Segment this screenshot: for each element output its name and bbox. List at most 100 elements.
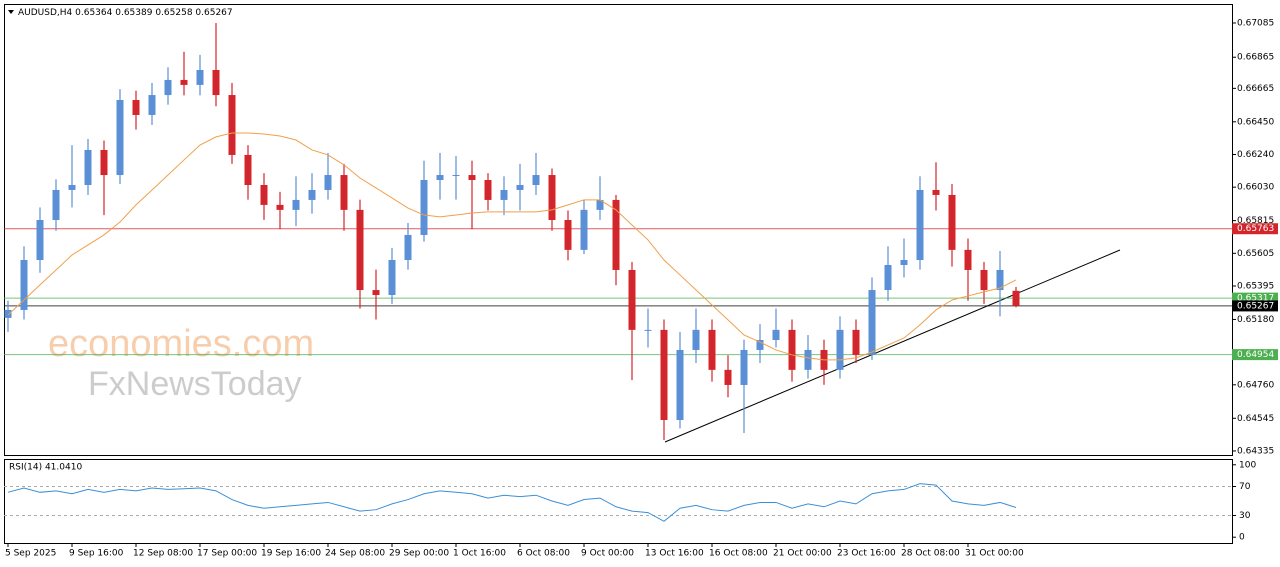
x-tick-label: 21 Oct 00:00 xyxy=(773,549,832,559)
candle-body xyxy=(228,95,236,155)
y-tick-label: 0.65180 xyxy=(1237,315,1274,325)
x-tick-label: 16 Oct 08:00 xyxy=(709,549,768,559)
candle-body xyxy=(404,234,412,261)
level-label: 0.65763 xyxy=(1237,224,1274,234)
x-tick-label: 6 Oct 08:00 xyxy=(517,549,570,559)
candle-body xyxy=(132,100,140,115)
level-box xyxy=(1232,349,1278,361)
watermark: economies.com xyxy=(48,323,314,365)
candle-body xyxy=(100,149,108,176)
level-label: 0.65317 xyxy=(1237,294,1274,304)
candle-body xyxy=(276,204,284,210)
candle-body xyxy=(436,175,444,181)
candle-body xyxy=(644,329,652,331)
candle-body xyxy=(612,199,620,270)
last-open: 0.65364 xyxy=(75,8,112,18)
candle-body xyxy=(292,199,300,210)
y-tick-label: 0.65815 xyxy=(1237,216,1274,226)
candle-body xyxy=(500,189,508,200)
y-tick-label: 0.64760 xyxy=(1237,380,1274,390)
candle-body xyxy=(116,100,124,176)
y-tick-label: 0.66240 xyxy=(1237,150,1274,160)
y-tick-label: 0.66865 xyxy=(1237,53,1274,63)
y-tick-label: 0.66450 xyxy=(1237,117,1274,127)
x-tick-label: 24 Sep 08:00 xyxy=(325,549,385,559)
candle-body xyxy=(244,154,252,185)
candle-body xyxy=(708,329,716,370)
rsi-tick-label: 30 xyxy=(1239,511,1251,521)
candle-body xyxy=(756,339,764,350)
candle-body xyxy=(868,290,876,355)
rsi-tick-label: 100 xyxy=(1239,460,1256,470)
candle-body xyxy=(52,189,60,221)
y-tick-label: 0.65395 xyxy=(1237,281,1274,291)
y-tick-label: 0.67085 xyxy=(1237,18,1274,28)
candle-body xyxy=(980,269,988,291)
candle-body xyxy=(420,180,428,235)
candle-body xyxy=(260,184,268,205)
x-tick-label: 29 Sep 00:00 xyxy=(389,549,449,559)
y-tick-label: 0.66030 xyxy=(1237,183,1274,193)
x-tick-label: 12 Sep 08:00 xyxy=(133,549,193,559)
candle-body xyxy=(516,184,524,190)
candle-body xyxy=(852,329,860,355)
menu-arrow xyxy=(8,10,14,14)
candle-body xyxy=(900,260,908,265)
candle-body xyxy=(788,329,796,370)
candle-body xyxy=(804,349,812,370)
candle-body xyxy=(180,79,188,85)
candle-body xyxy=(1012,290,1020,306)
y-tick-label: 0.64545 xyxy=(1237,414,1274,424)
candle-body xyxy=(84,149,92,185)
x-tick-label: 1 Oct 16:00 xyxy=(453,549,506,559)
candle-body xyxy=(196,69,204,85)
candle-body xyxy=(532,175,540,185)
rsi-line xyxy=(7,483,1017,522)
y-tick-label: 0.66665 xyxy=(1237,84,1274,94)
candle-body xyxy=(884,264,892,291)
x-tick-label: 13 Oct 16:00 xyxy=(645,549,704,559)
candle-body xyxy=(916,189,924,261)
trend-line xyxy=(664,249,1121,443)
candle-body xyxy=(324,175,332,190)
candle-body xyxy=(740,349,748,385)
candle-body xyxy=(148,95,156,115)
last-high: 0.65389 xyxy=(115,8,152,18)
candle-body xyxy=(948,194,956,250)
candle-body xyxy=(468,175,476,181)
candle-body xyxy=(836,329,844,370)
candle-body xyxy=(68,184,76,190)
rsi-tick-label: 70 xyxy=(1239,482,1251,492)
last-low: 0.65258 xyxy=(155,8,192,18)
candle-body xyxy=(964,249,972,270)
x-tick-label: 5 Sep 2025 xyxy=(5,549,56,559)
x-tick-label: 23 Oct 16:00 xyxy=(837,549,896,559)
rsi-tick-label: 0 xyxy=(1239,533,1245,543)
candle-body xyxy=(660,329,668,420)
candle-body xyxy=(356,209,364,291)
candle-body xyxy=(36,220,44,261)
candle-body xyxy=(164,79,172,96)
candle-body xyxy=(564,220,572,250)
watermark: FxNewsToday xyxy=(88,365,302,403)
level-label: 0.65267 xyxy=(1237,301,1274,311)
candle-body xyxy=(452,175,460,177)
candle-body xyxy=(4,309,12,318)
candle-body xyxy=(484,180,492,200)
x-tick-label: 9 Oct 00:00 xyxy=(581,549,634,559)
candle-body xyxy=(692,329,700,350)
x-tick-label: 9 Sep 16:00 xyxy=(69,549,124,559)
rsi-frame xyxy=(4,459,1233,544)
x-tick-label: 19 Sep 16:00 xyxy=(261,549,321,559)
candle-body xyxy=(996,269,1004,291)
candle-body xyxy=(340,175,348,210)
candle-body xyxy=(676,349,684,420)
candle-body xyxy=(772,329,780,340)
candle-body xyxy=(596,199,604,210)
ma-line xyxy=(7,132,1017,361)
candle-body xyxy=(548,175,556,221)
y-tick-label: 0.64335 xyxy=(1237,446,1274,456)
level-box xyxy=(1232,300,1278,312)
level-box xyxy=(1232,292,1278,304)
